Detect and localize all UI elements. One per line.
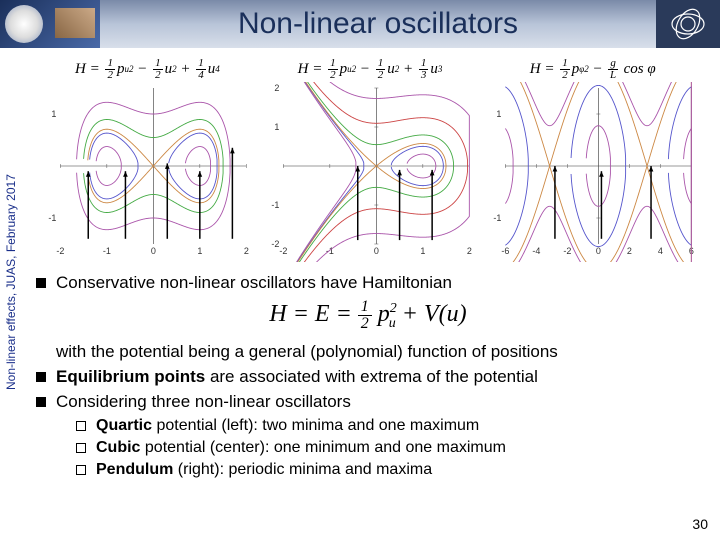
square-bullet-icon bbox=[36, 397, 46, 407]
slide-title: Non-linear oscillators bbox=[100, 7, 656, 41]
svg-text:1: 1 bbox=[274, 122, 279, 132]
svg-text:-4: -4 bbox=[533, 246, 541, 256]
svg-text:2: 2 bbox=[244, 246, 249, 256]
cern-logo bbox=[656, 0, 720, 48]
text-conservative: Conservative non-linear oscillators have… bbox=[56, 272, 452, 293]
svg-text:0: 0 bbox=[374, 246, 379, 256]
plot-quartic: H = 12pu2 − 12u2 + 14u4 -2 -1 0 1 2 -1 1 bbox=[40, 56, 255, 262]
svg-text:-2: -2 bbox=[564, 246, 572, 256]
svg-text:-1: -1 bbox=[326, 246, 334, 256]
square-bullet-icon bbox=[36, 372, 46, 382]
phase-quartic-svg: -2 -1 0 1 2 -1 1 bbox=[40, 82, 255, 262]
sub-pendulum: Pendulum (right): periodic minima and ma… bbox=[76, 460, 700, 480]
svg-text:1: 1 bbox=[197, 246, 202, 256]
svg-text:-2: -2 bbox=[279, 246, 287, 256]
svg-text:-1: -1 bbox=[103, 246, 111, 256]
plot-cubic: H = 12pu2 − 12u2 + 13u3 -2 -1 0 1 2 -2 -1 1 2 bbox=[263, 56, 478, 262]
slide-body: Conservative non-linear oscillators have… bbox=[0, 266, 720, 480]
svg-text:-6: -6 bbox=[502, 246, 510, 256]
plot-pendulum: H = 12pφ2 − gL cos φ -6-4-20246-11 bbox=[485, 56, 700, 262]
page-number: 30 bbox=[692, 516, 708, 532]
svg-text:4: 4 bbox=[658, 246, 663, 256]
phase-pendulum-svg: -6-4-20246-11 bbox=[485, 82, 700, 262]
svg-text:1: 1 bbox=[420, 246, 425, 256]
svg-text:-1: -1 bbox=[271, 200, 279, 210]
phase-cubic-svg: -2 -1 0 1 2 -2 -1 1 2 bbox=[263, 82, 478, 262]
svg-text:-2: -2 bbox=[271, 239, 279, 249]
text-equilibrium: Equilibrium points are associated with e… bbox=[56, 366, 538, 387]
hollow-bullet-icon bbox=[76, 443, 86, 453]
sidebar-footer: Non-linear effects, JUAS, February 2017 bbox=[4, 174, 18, 390]
svg-text:-2: -2 bbox=[56, 246, 64, 256]
svg-text:2: 2 bbox=[274, 83, 279, 93]
bullet-conservative: Conservative non-linear oscillators have… bbox=[36, 272, 700, 293]
formula-quartic: H = 12pu2 − 12u2 + 14u4 bbox=[75, 56, 220, 82]
formula-pendulum: H = 12pφ2 − gL cos φ bbox=[530, 56, 656, 82]
text-considering: Considering three non-linear oscillators bbox=[56, 391, 351, 412]
slide-header: Non-linear oscillators bbox=[0, 0, 720, 48]
juas-logo bbox=[0, 0, 100, 48]
svg-text:0: 0 bbox=[596, 246, 601, 256]
text-potential: with the potential being a general (poly… bbox=[56, 341, 700, 362]
svg-text:2: 2 bbox=[627, 246, 632, 256]
svg-text:-1: -1 bbox=[494, 213, 502, 223]
phase-plots-row: H = 12pu2 − 12u2 + 14u4 -2 -1 0 1 2 -1 1 H = 1… bbox=[0, 48, 720, 266]
sub-quartic: Quartic potential (left): two minima and… bbox=[76, 416, 700, 436]
svg-text:-1: -1 bbox=[48, 213, 56, 223]
bullet-considering: Considering three non-linear oscillators bbox=[36, 391, 700, 412]
svg-text:1: 1 bbox=[51, 109, 56, 119]
bullet-equilibrium: Equilibrium points are associated with e… bbox=[36, 366, 700, 387]
hollow-bullet-icon bbox=[76, 465, 86, 475]
hollow-bullet-icon bbox=[76, 421, 86, 431]
svg-text:2: 2 bbox=[467, 246, 472, 256]
square-bullet-icon bbox=[36, 278, 46, 288]
formula-cubic: H = 12pu2 − 12u2 + 13u3 bbox=[298, 56, 443, 82]
formula-hamiltonian: H = E = 12 p2u + V(u) bbox=[36, 299, 700, 332]
svg-text:0: 0 bbox=[151, 246, 156, 256]
sub-cubic: Cubic potential (center): one minimum an… bbox=[76, 438, 700, 458]
svg-text:1: 1 bbox=[497, 109, 502, 119]
